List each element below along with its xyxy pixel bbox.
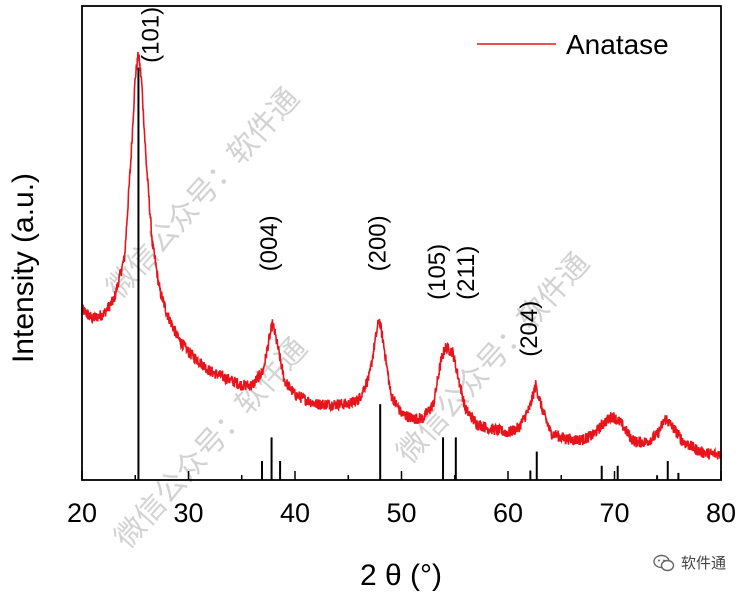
x-tick-label: 60 <box>493 498 523 528</box>
series-line-anatase <box>81 51 722 460</box>
x-tick-label: 80 <box>706 498 736 528</box>
peak-label: (101) <box>138 7 165 63</box>
legend-label: Anatase <box>566 29 669 60</box>
brand-text: 软件通 <box>680 554 726 572</box>
peak-label: (211) <box>453 246 480 300</box>
x-tick-label: 50 <box>386 498 416 528</box>
y-axis-title: Intensity (a.u.) <box>7 173 40 363</box>
brand-mark: 软件通 <box>653 552 726 573</box>
x-axis-title: 2 θ (°) <box>360 559 442 592</box>
legend: Anatase <box>477 29 669 60</box>
x-tick-label: 30 <box>173 498 203 528</box>
x-tick-label: 20 <box>67 498 97 528</box>
x-tick-label: 40 <box>280 498 310 528</box>
peak-labels: (101) (004) (200) (105) (211) (204) <box>138 7 543 357</box>
reference-lines <box>137 67 680 480</box>
wechat-icon <box>653 554 675 571</box>
x-axis-ticks <box>81 471 722 480</box>
x-tick-label: 70 <box>599 498 629 528</box>
peak-label: (004) <box>256 215 283 271</box>
peak-label: (200) <box>365 215 392 271</box>
peak-label: (105) <box>424 244 451 300</box>
peak-label: (204) <box>516 301 543 357</box>
x-axis-tick-labels: 20 30 40 50 60 70 80 <box>67 498 736 528</box>
